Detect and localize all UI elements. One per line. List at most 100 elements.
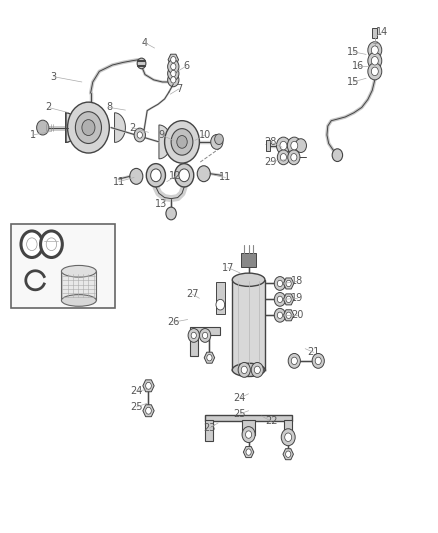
Circle shape: [75, 112, 102, 143]
Bar: [205, 420, 213, 441]
Text: 3: 3: [50, 71, 57, 82]
Circle shape: [137, 58, 146, 69]
Text: 19: 19: [291, 293, 304, 303]
Circle shape: [254, 366, 260, 374]
Circle shape: [246, 449, 251, 455]
Circle shape: [134, 128, 145, 142]
Polygon shape: [159, 125, 171, 159]
Circle shape: [211, 134, 223, 149]
Text: 4: 4: [142, 38, 148, 48]
Circle shape: [171, 128, 193, 155]
Text: 2: 2: [45, 102, 52, 112]
Circle shape: [286, 312, 291, 318]
Text: 10: 10: [199, 130, 211, 140]
Circle shape: [168, 73, 179, 87]
Circle shape: [277, 280, 283, 287]
Circle shape: [67, 102, 110, 153]
Circle shape: [46, 238, 57, 251]
Circle shape: [168, 67, 179, 80]
Text: 22: 22: [265, 416, 278, 426]
Text: 16: 16: [352, 61, 364, 71]
Text: 11: 11: [113, 176, 125, 187]
Circle shape: [146, 164, 166, 187]
Ellipse shape: [232, 273, 265, 286]
Text: 27: 27: [186, 289, 198, 299]
Circle shape: [146, 407, 151, 414]
Text: 1: 1: [30, 130, 36, 140]
Bar: [232, 280, 265, 370]
Circle shape: [274, 309, 286, 322]
Circle shape: [332, 149, 343, 161]
Polygon shape: [372, 28, 378, 38]
Text: 23: 23: [203, 423, 215, 433]
Bar: [190, 333, 198, 356]
Polygon shape: [283, 310, 294, 321]
Polygon shape: [115, 113, 125, 142]
Text: 2: 2: [129, 123, 135, 133]
Circle shape: [241, 366, 247, 374]
Circle shape: [171, 70, 176, 77]
Text: 13: 13: [155, 199, 168, 209]
Circle shape: [277, 296, 283, 303]
Text: 30: 30: [38, 236, 50, 246]
Text: 21: 21: [307, 348, 320, 358]
Text: 8: 8: [106, 102, 113, 112]
Circle shape: [199, 328, 211, 342]
Circle shape: [21, 231, 43, 257]
Circle shape: [251, 362, 263, 377]
Polygon shape: [283, 278, 294, 289]
Bar: [11, 224, 116, 308]
Text: 7: 7: [176, 84, 182, 94]
Circle shape: [202, 332, 208, 338]
Circle shape: [368, 52, 382, 69]
Circle shape: [274, 277, 286, 290]
Circle shape: [151, 169, 161, 182]
Polygon shape: [204, 352, 215, 363]
Ellipse shape: [61, 295, 96, 306]
Circle shape: [295, 139, 307, 152]
Circle shape: [216, 300, 225, 310]
Circle shape: [276, 137, 290, 154]
Ellipse shape: [232, 364, 265, 376]
Circle shape: [315, 357, 321, 365]
Polygon shape: [283, 294, 294, 305]
Polygon shape: [283, 449, 293, 459]
Circle shape: [286, 296, 291, 303]
Text: 25: 25: [130, 402, 142, 412]
Circle shape: [175, 164, 194, 187]
Circle shape: [288, 353, 300, 368]
Circle shape: [188, 328, 199, 342]
Text: 28: 28: [264, 137, 276, 147]
Circle shape: [371, 67, 378, 76]
Circle shape: [41, 231, 62, 257]
Circle shape: [281, 429, 295, 446]
Circle shape: [286, 280, 291, 287]
Circle shape: [165, 120, 199, 163]
Bar: [190, 327, 220, 335]
Circle shape: [287, 137, 301, 154]
Circle shape: [171, 77, 176, 83]
Bar: [266, 140, 270, 151]
Circle shape: [288, 150, 300, 165]
Circle shape: [166, 207, 177, 220]
Circle shape: [171, 56, 176, 63]
Circle shape: [312, 353, 324, 368]
Bar: [61, 271, 96, 301]
Circle shape: [246, 431, 252, 438]
Circle shape: [191, 332, 196, 338]
Circle shape: [130, 168, 143, 184]
Polygon shape: [143, 380, 154, 392]
Circle shape: [371, 46, 378, 54]
Text: 15: 15: [347, 47, 359, 56]
Bar: [284, 420, 292, 441]
Text: 18: 18: [291, 276, 304, 286]
Circle shape: [197, 166, 210, 182]
Polygon shape: [66, 113, 77, 142]
Text: 24: 24: [130, 386, 142, 396]
Text: 29: 29: [264, 157, 276, 166]
Text: 26: 26: [167, 317, 180, 327]
Bar: [205, 415, 292, 421]
Polygon shape: [143, 405, 154, 417]
Circle shape: [177, 135, 187, 148]
Text: 14: 14: [376, 27, 389, 37]
